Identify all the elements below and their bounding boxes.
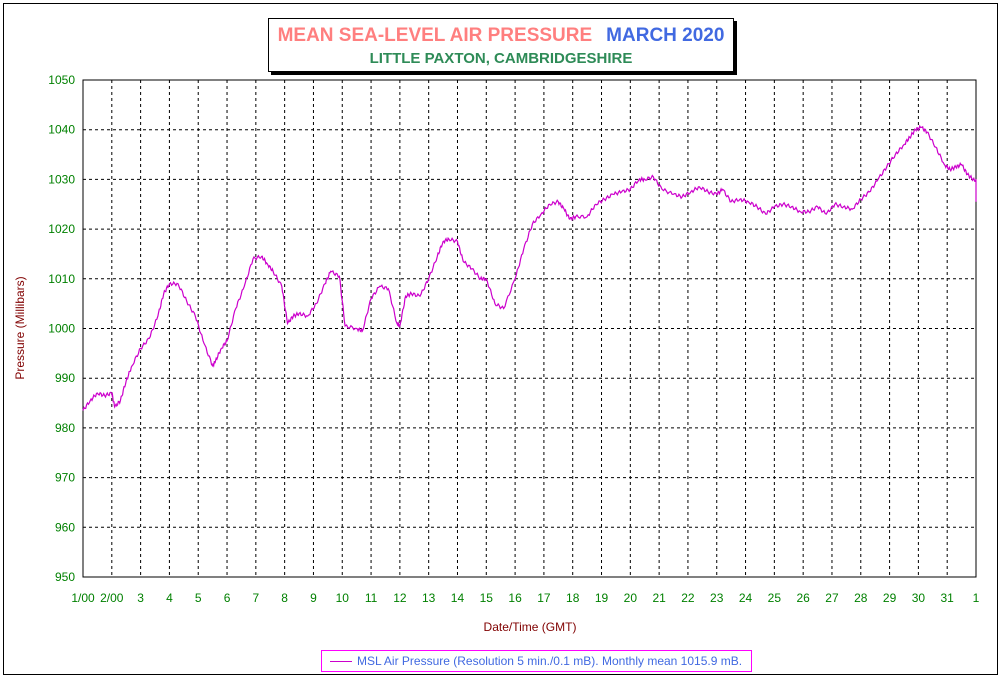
plot-area-border bbox=[82, 79, 977, 578]
y-tick-label: 990 bbox=[55, 371, 75, 385]
x-tick-label: 20 bbox=[624, 591, 638, 605]
x-tick-label: 3 bbox=[137, 591, 144, 605]
x-tick-label: 23 bbox=[710, 591, 724, 605]
y-tick-label: 970 bbox=[55, 471, 75, 485]
y-tick-label: 980 bbox=[55, 421, 75, 435]
y-tick-label: 950 bbox=[55, 570, 75, 584]
x-tick-label: 16 bbox=[508, 591, 522, 605]
y-tick-label: 1020 bbox=[48, 222, 75, 236]
x-tick-label: 19 bbox=[595, 591, 609, 605]
x-tick-label: 18 bbox=[566, 591, 580, 605]
x-tick-label: 6 bbox=[224, 591, 231, 605]
x-axis-label: Date/Time (GMT) bbox=[484, 620, 577, 634]
y-tick-label: 1040 bbox=[48, 123, 75, 137]
x-tick-label: 28 bbox=[854, 591, 868, 605]
x-tick-label: 26 bbox=[796, 591, 810, 605]
x-tick-label: 21 bbox=[652, 591, 666, 605]
x-tick-label: 29 bbox=[883, 591, 897, 605]
x-axis-ticks: 1/00 2/00 3 4 5 6 7 8 9 10 11 12 13 14 15 16 17 18 19 20 21 2… bbox=[71, 591, 979, 605]
x-tick-label: 31 bbox=[941, 591, 955, 605]
x-tick-label: 5 bbox=[195, 591, 202, 605]
x-tick-label: 13 bbox=[422, 591, 436, 605]
x-tick-label: 30 bbox=[912, 591, 926, 605]
y-tick-label: 1010 bbox=[48, 272, 75, 286]
legend-label: MSL Air Pressure (Resolution 5 min./0.1 … bbox=[357, 654, 743, 668]
y-axis-label: Pressure (Millibars) bbox=[13, 276, 27, 379]
y-tick-label: 1000 bbox=[48, 322, 75, 336]
x-tick-label: 14 bbox=[451, 591, 465, 605]
x-tick-label: 12 bbox=[393, 591, 407, 605]
x-tick-label: 24 bbox=[739, 591, 753, 605]
legend: MSL Air Pressure (Resolution 5 min./0.1 … bbox=[321, 650, 752, 672]
x-tick-label: 1/00 bbox=[71, 591, 95, 605]
x-tick-label: 15 bbox=[480, 591, 494, 605]
y-tick-label: 960 bbox=[55, 520, 75, 534]
x-tick-label: 7 bbox=[252, 591, 259, 605]
chart-title: MEAN SEA-LEVEL AIR PRESSURE bbox=[277, 25, 593, 46]
title-box: MEAN SEA-LEVEL AIR PRESSURE MARCH 2020 LI… bbox=[268, 18, 734, 72]
x-tick-label: 22 bbox=[681, 591, 695, 605]
x-tick-label: 2/00 bbox=[100, 591, 124, 605]
y-tick-label: 1030 bbox=[48, 172, 75, 186]
x-tick-label: 17 bbox=[537, 591, 551, 605]
series-line-msl-pressure bbox=[82, 124, 977, 411]
legend-swatch bbox=[330, 661, 352, 662]
chart-subtitle: LITTLE PAXTON, CAMBRIDGESHIRE bbox=[369, 50, 633, 67]
y-axis-ticks: 950 960 970 980 990 1000 1010 1020 1030 1040 1050 bbox=[48, 73, 75, 584]
x-tick-label: 25 bbox=[768, 591, 782, 605]
x-tick-label: 1 bbox=[973, 591, 980, 605]
x-tick-label: 11 bbox=[365, 591, 378, 605]
x-tick-label: 8 bbox=[281, 591, 288, 605]
x-tick-label: 4 bbox=[166, 591, 173, 605]
x-tick-label: 10 bbox=[336, 591, 350, 605]
title-line: MEAN SEA-LEVEL AIR PRESSURE MARCH 2020 bbox=[269, 25, 733, 47]
chart-title-period: MARCH 2020 bbox=[606, 25, 725, 46]
y-tick-label: 1050 bbox=[48, 73, 75, 87]
grid bbox=[83, 80, 976, 577]
x-tick-label: 27 bbox=[825, 591, 839, 605]
x-tick-label: 9 bbox=[310, 591, 317, 605]
